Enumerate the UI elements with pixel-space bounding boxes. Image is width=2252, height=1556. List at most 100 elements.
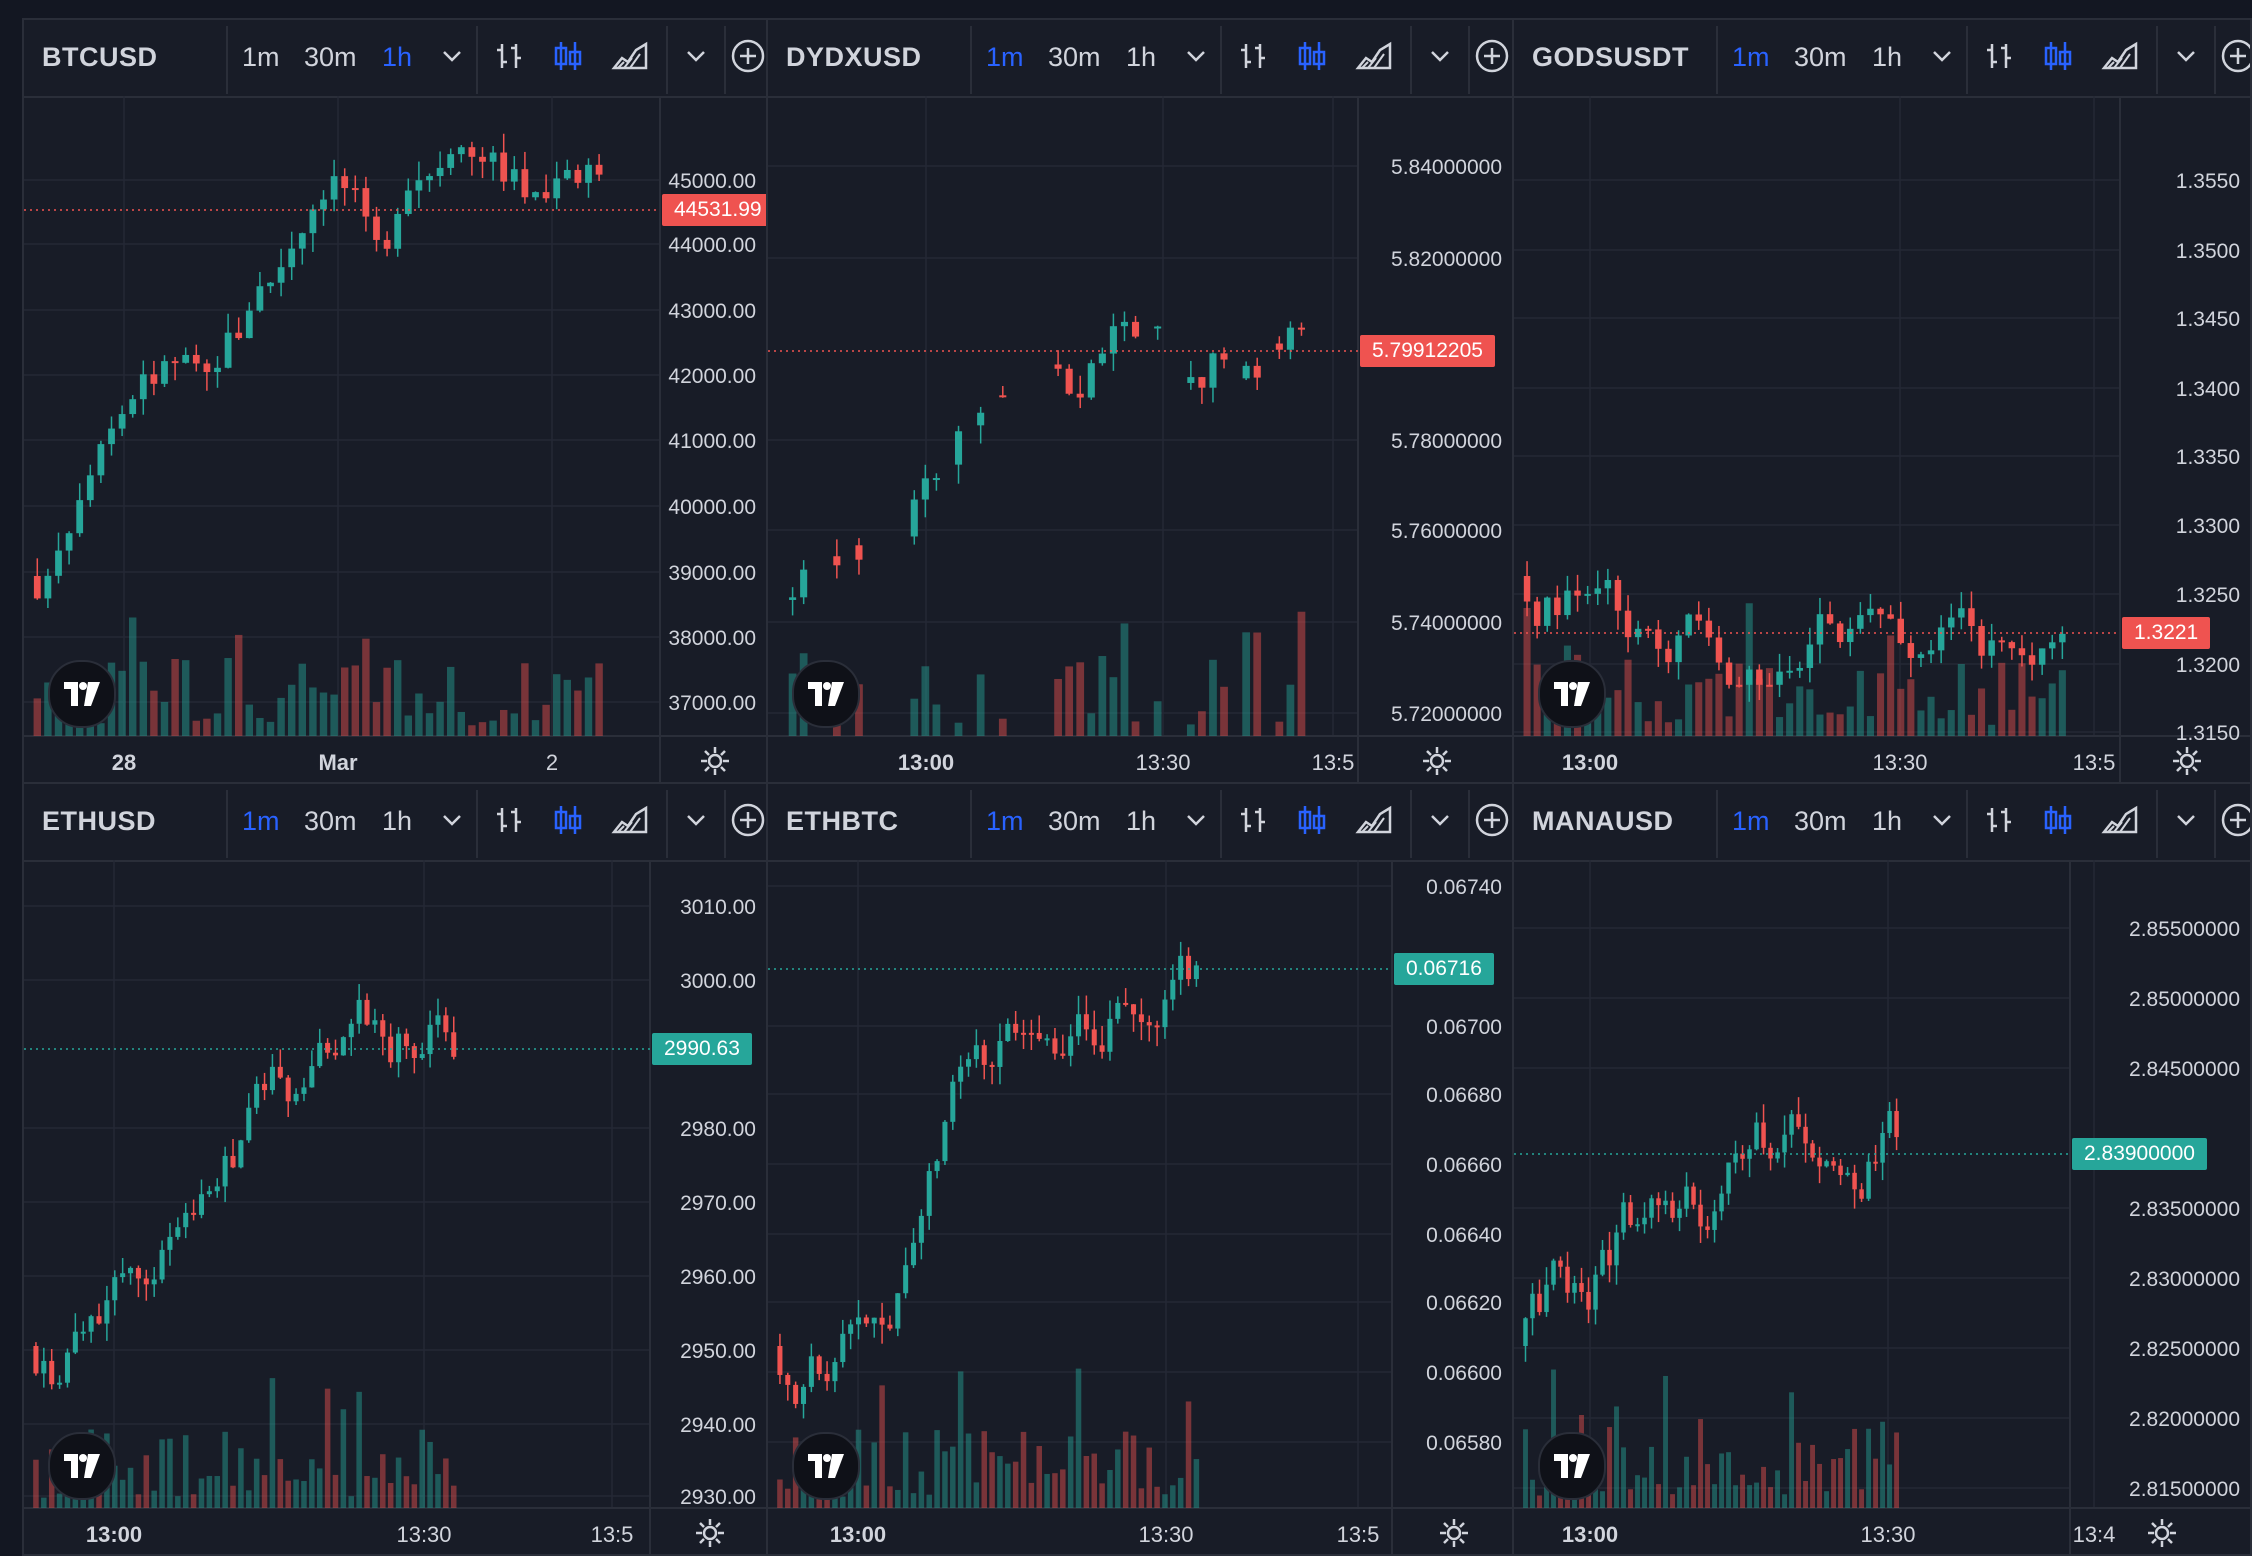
- volume-bar: [998, 718, 1007, 736]
- interval-1h[interactable]: 1h: [1126, 42, 1157, 72]
- bar-style-icon[interactable]: [490, 36, 530, 76]
- chevron-down-icon[interactable]: [432, 36, 472, 76]
- interval-30m[interactable]: 30m: [304, 42, 357, 72]
- chevron-down-icon[interactable]: [676, 36, 716, 76]
- bar-style-icon[interactable]: [1234, 36, 1274, 76]
- add-circle-icon[interactable]: [2218, 800, 2250, 840]
- settings-gear-icon[interactable]: [2170, 744, 2204, 778]
- bar-style-icon[interactable]: [1980, 36, 2020, 76]
- symbol-label[interactable]: GODSUSDT: [1532, 42, 1690, 72]
- interval-30m[interactable]: 30m: [1048, 806, 1101, 836]
- add-circle-icon[interactable]: [2218, 36, 2250, 76]
- symbol-label[interactable]: ETHUSD: [42, 806, 157, 836]
- bar-style-icon[interactable]: [1980, 800, 2020, 840]
- tradingview-logo-icon[interactable]: [48, 1432, 116, 1500]
- symbol-label[interactable]: BTCUSD: [42, 42, 158, 72]
- area-style-icon[interactable]: [1354, 36, 1394, 76]
- interval-30m[interactable]: 30m: [304, 806, 357, 836]
- chart-panel-ethusd[interactable]: ETHUSD 1m 30m 1h 3010.00 3000.00 2980.00 2970.0…: [22, 782, 768, 1556]
- volume-bar: [863, 1485, 870, 1508]
- candle-style-icon[interactable]: [1292, 800, 1332, 840]
- interval-1m[interactable]: 1m: [1732, 806, 1770, 836]
- interval-1h[interactable]: 1h: [1872, 42, 1903, 72]
- candle-body: [887, 1324, 893, 1329]
- chevron-down-icon[interactable]: [1420, 36, 1460, 76]
- chevron-down-icon[interactable]: [2166, 36, 2206, 76]
- candle-body: [1621, 1202, 1626, 1233]
- add-circle-icon[interactable]: [728, 36, 766, 76]
- interval-30m[interactable]: 30m: [1048, 42, 1101, 72]
- bar-style-icon[interactable]: [490, 800, 530, 840]
- add-circle-icon[interactable]: [1472, 800, 1512, 840]
- chart-panel-manausd[interactable]: MANAUSD 1m 30m 1h 2.85500000 2.85000000 2.8450…: [1512, 782, 2252, 1556]
- chart-panel-godsusdt[interactable]: GODSUSDT 1m 30m 1h 1.3550 1.3500 1.3450 1.3400 1…: [1512, 18, 2252, 784]
- interval-30m[interactable]: 30m: [1794, 806, 1847, 836]
- chart-panel-btcusd[interactable]: BTCUSD 1m 30m 1h 45000.00 44000.00 43000.00 420…: [22, 18, 768, 784]
- price-axis-label: 0.06580: [1426, 1432, 1502, 1455]
- tradingview-logo-icon[interactable]: [792, 1432, 860, 1500]
- candle-body: [785, 1374, 791, 1385]
- interval-1m[interactable]: 1m: [242, 42, 280, 72]
- candle-style-icon[interactable]: [2038, 36, 2078, 76]
- volume-bar: [316, 1468, 323, 1508]
- candle-body: [277, 1066, 283, 1078]
- tradingview-logo-icon[interactable]: [792, 660, 860, 728]
- chevron-down-icon[interactable]: [1922, 36, 1962, 76]
- chevron-down-icon[interactable]: [1420, 800, 1460, 840]
- candlestick-chart[interactable]: 5.84000000 5.82000000 5.78000000 5.76000000…: [768, 96, 1514, 784]
- area-style-icon[interactable]: [610, 800, 650, 840]
- interval-1m[interactable]: 1m: [986, 42, 1024, 72]
- chevron-down-icon[interactable]: [676, 800, 716, 840]
- candlestick-chart[interactable]: 3010.00 3000.00 2980.00 2970.00 2960.00 2950.…: [24, 860, 768, 1556]
- area-style-icon[interactable]: [610, 36, 650, 76]
- settings-gear-icon[interactable]: [693, 1516, 727, 1550]
- tradingview-logo-icon[interactable]: [1538, 660, 1606, 728]
- chevron-down-icon[interactable]: [1176, 36, 1216, 76]
- bar-style-icon[interactable]: [1234, 800, 1274, 840]
- chart-panel-dydxusd[interactable]: DYDXUSD 1m 30m 1h 5.84000000 5.82000000 5.7800…: [766, 18, 1514, 784]
- area-style-icon[interactable]: [2100, 800, 2140, 840]
- area-style-icon[interactable]: [2100, 36, 2140, 76]
- candle-style-icon[interactable]: [548, 36, 588, 76]
- candle-style-icon[interactable]: [2038, 800, 2078, 840]
- volume-bar: [1523, 1429, 1528, 1508]
- tradingview-logo-icon[interactable]: [1538, 1432, 1606, 1500]
- interval-1m[interactable]: 1m: [1732, 42, 1770, 72]
- chevron-down-icon[interactable]: [432, 800, 472, 840]
- volume-bar: [954, 722, 963, 736]
- candle-style-icon[interactable]: [1292, 36, 1332, 76]
- symbol-label[interactable]: ETHBTC: [786, 806, 899, 836]
- candlestick-chart[interactable]: 2.85500000 2.85000000 2.84500000 2.83500000…: [1514, 860, 2252, 1556]
- interval-1h[interactable]: 1h: [1872, 806, 1903, 836]
- settings-gear-icon[interactable]: [2145, 1516, 2179, 1550]
- interval-1h[interactable]: 1h: [382, 806, 413, 836]
- interval-1m[interactable]: 1m: [242, 806, 280, 836]
- interval-1h[interactable]: 1h: [382, 42, 413, 72]
- candle-body: [1887, 614, 1894, 619]
- chevron-down-icon[interactable]: [1922, 800, 1962, 840]
- symbol-label[interactable]: DYDXUSD: [786, 42, 922, 72]
- interval-1m[interactable]: 1m: [986, 806, 1024, 836]
- candle-body: [1796, 667, 1803, 671]
- chevron-down-icon[interactable]: [2166, 800, 2206, 840]
- volume-bar: [1677, 1487, 1682, 1508]
- candlestick-chart[interactable]: 45000.00 44000.00 43000.00 42000.00 41000.00…: [24, 96, 768, 784]
- area-style-icon[interactable]: [1354, 800, 1394, 840]
- chevron-down-icon[interactable]: [1176, 800, 1216, 840]
- candle-body: [1712, 1211, 1717, 1230]
- candlestick-chart[interactable]: 1.3550 1.3500 1.3450 1.3400 1.3350 1.3300 1.32…: [1514, 96, 2252, 784]
- candle-body: [1735, 684, 1743, 687]
- chart-panel-ethbtc[interactable]: ETHBTC 1m 30m 1h 0.06740 0.06700 0.06680 0.0666…: [766, 782, 1514, 1556]
- add-circle-icon[interactable]: [1472, 36, 1512, 76]
- symbol-label[interactable]: MANAUSD: [1532, 806, 1674, 836]
- volume-bar: [1533, 664, 1541, 736]
- interval-1h[interactable]: 1h: [1126, 806, 1157, 836]
- settings-gear-icon[interactable]: [1437, 1516, 1471, 1550]
- add-circle-icon[interactable]: [728, 800, 766, 840]
- tradingview-logo-icon[interactable]: [48, 660, 116, 728]
- candle-style-icon[interactable]: [548, 800, 588, 840]
- settings-gear-icon[interactable]: [1420, 744, 1454, 778]
- candle-body: [150, 374, 158, 384]
- interval-30m[interactable]: 30m: [1794, 42, 1847, 72]
- settings-gear-icon[interactable]: [698, 744, 732, 778]
